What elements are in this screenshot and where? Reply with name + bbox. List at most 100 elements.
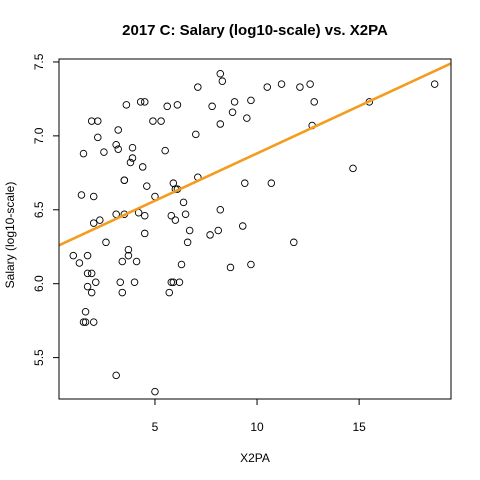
data-point <box>128 143 137 152</box>
data-point <box>214 226 222 235</box>
x-tick-label: 5 <box>152 420 159 434</box>
y-tick-label: 5.5 <box>32 349 46 366</box>
data-point <box>241 179 249 187</box>
data-point <box>79 318 88 326</box>
data-point <box>114 126 122 134</box>
data-point <box>126 158 135 167</box>
data-point <box>130 278 139 286</box>
x-axis-label: X2PA <box>240 451 270 465</box>
data-point <box>194 83 202 91</box>
data-point <box>163 102 171 111</box>
data-point <box>173 101 182 109</box>
data-point <box>169 278 178 286</box>
data-point <box>89 318 98 326</box>
data-point <box>83 251 92 260</box>
data-point <box>83 269 92 278</box>
data-point <box>87 288 96 297</box>
data-point <box>138 163 147 171</box>
data-point <box>167 211 176 220</box>
data-point <box>89 192 98 201</box>
data-point <box>296 83 304 91</box>
data-point <box>247 260 255 269</box>
data-point <box>349 164 357 173</box>
x-tick-label: 10 <box>250 420 264 434</box>
data-point <box>183 238 192 247</box>
data-point <box>83 282 92 291</box>
data-point <box>263 83 272 91</box>
data-point <box>143 182 151 190</box>
data-point <box>79 149 88 158</box>
data-point <box>75 259 84 267</box>
data-point <box>216 70 225 78</box>
data-point <box>112 371 120 380</box>
data-point <box>94 117 102 125</box>
data-point <box>87 117 96 125</box>
data-point <box>208 102 216 111</box>
data-point <box>132 257 141 266</box>
data-point <box>69 251 78 260</box>
y-tick-label: 6.0 <box>32 275 46 292</box>
data-point <box>102 238 110 247</box>
data-point <box>140 211 149 220</box>
data-point <box>430 80 439 88</box>
data-point <box>267 179 276 187</box>
data-point <box>118 288 127 297</box>
data-point <box>124 245 133 254</box>
data-point <box>89 219 98 227</box>
data-point <box>81 308 90 316</box>
plot-frame <box>58 58 452 400</box>
x-tick-label: 15 <box>352 420 366 434</box>
data-point <box>120 176 129 184</box>
data-point <box>243 114 251 122</box>
y-tick-label: 7.0 <box>32 127 46 144</box>
data-point <box>112 140 120 149</box>
data-point <box>206 231 214 239</box>
plot-area: 5 10 15 5.5 6.0 6.5 7.0 7.5 <box>32 53 451 434</box>
data-point <box>91 278 100 286</box>
data-point <box>149 117 157 125</box>
data-point <box>218 77 227 85</box>
data-point <box>179 198 188 207</box>
data-point <box>128 154 137 162</box>
data-point <box>157 117 165 125</box>
data-point <box>181 210 190 218</box>
data-point <box>306 80 314 88</box>
data-point <box>77 191 86 199</box>
data-point <box>171 216 180 224</box>
data-point <box>116 278 124 286</box>
data-point <box>226 263 235 272</box>
data-point <box>161 146 169 155</box>
data-point <box>216 206 225 214</box>
y-tick-label: 7.5 <box>32 53 46 70</box>
data-point <box>192 130 200 139</box>
data-point <box>114 145 122 153</box>
chart-title: 2017 C: Salary (log10-scale) vs. X2PA <box>122 22 388 39</box>
data-point <box>94 133 102 142</box>
data-point <box>165 288 173 297</box>
data-point <box>185 226 194 235</box>
data-point <box>177 260 186 269</box>
data-point <box>118 257 127 266</box>
data-point <box>175 278 184 286</box>
data-point <box>310 98 318 106</box>
data-point <box>122 101 131 109</box>
data-point <box>277 80 286 88</box>
y-axis-label: Salary (log10-scale) <box>3 182 17 289</box>
data-point <box>216 120 225 128</box>
data-point <box>140 229 149 238</box>
data-point <box>151 387 159 396</box>
data-point <box>124 251 133 260</box>
data-point <box>140 98 149 106</box>
y-tick-label: 6.5 <box>32 201 46 218</box>
data-point <box>136 98 145 106</box>
data-point <box>100 148 108 156</box>
data-point <box>228 108 237 116</box>
fit-line <box>59 62 451 247</box>
data-point <box>247 96 255 105</box>
data-point <box>290 238 298 247</box>
data-point <box>238 222 247 230</box>
data-point <box>96 216 104 224</box>
data-point <box>81 318 90 326</box>
